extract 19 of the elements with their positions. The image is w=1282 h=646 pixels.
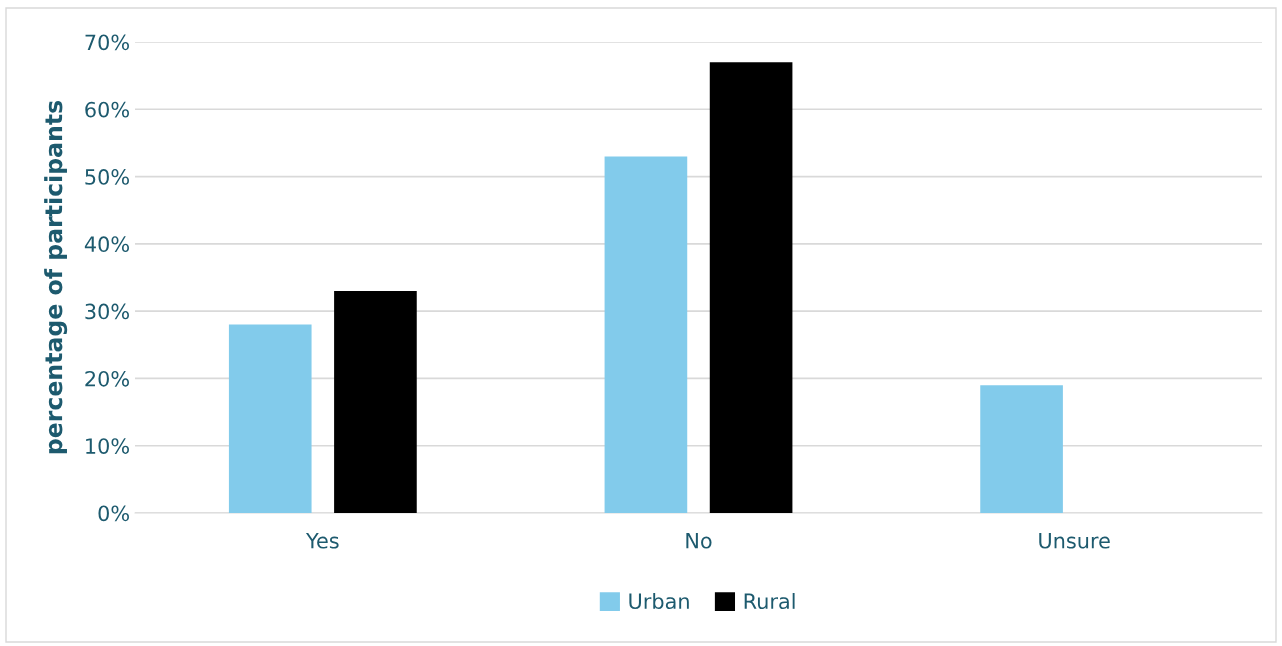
bar (334, 290, 417, 513)
y-axis-title: percentage of participants (44, 100, 68, 454)
y-tick-label: 50% (85, 169, 129, 185)
y-tick-label: 0% (98, 505, 129, 522)
bar (604, 156, 688, 513)
bar (980, 385, 1063, 513)
y-tick-label: 10% (86, 438, 129, 454)
y-tick-label: 20% (85, 370, 129, 387)
x-tick-label: No (686, 533, 712, 549)
y-tick-label: 40% (84, 236, 129, 253)
y-tick-label: 30% (85, 303, 129, 320)
legend-label: Rural (744, 592, 795, 610)
bar (228, 324, 312, 513)
x-tick-label: Yes (305, 533, 339, 549)
legend-label: Urban (629, 592, 689, 610)
bar (709, 62, 793, 513)
y-tick-label: 60% (85, 101, 129, 118)
x-tick-label: Unsure (1039, 533, 1110, 549)
y-tick-label: 70% (85, 34, 129, 51)
